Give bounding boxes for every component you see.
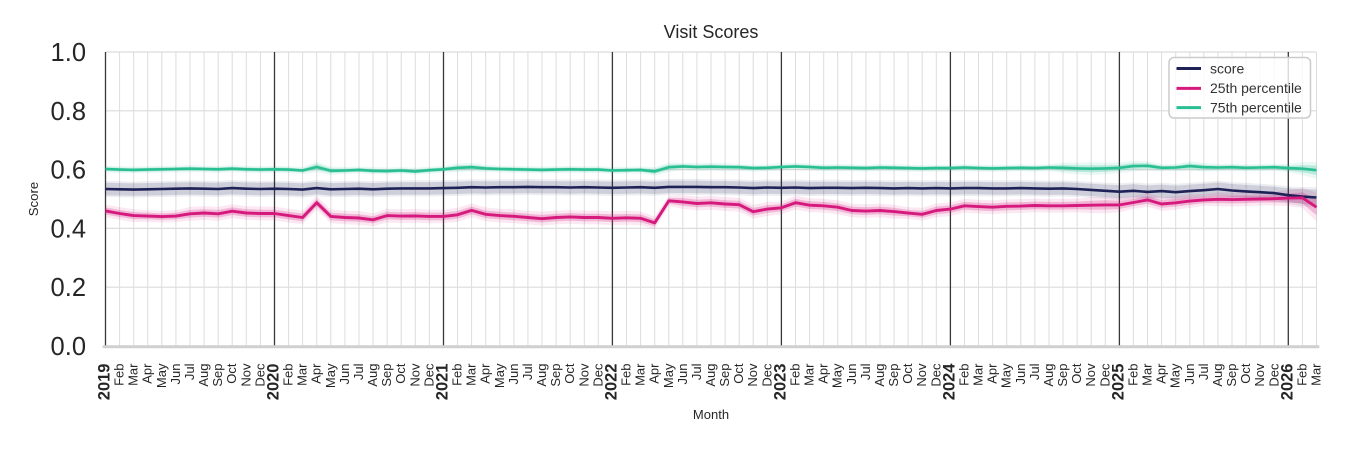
svg-text:Apr: Apr [1154,363,1169,384]
svg-text:2026: 2026 [1278,364,1296,401]
svg-text:Jun: Jun [1013,364,1028,385]
svg-text:Nov: Nov [238,363,253,387]
svg-text:Jul: Jul [689,363,704,380]
svg-text:Jun: Jun [168,364,183,385]
svg-text:Nov: Nov [576,363,591,387]
svg-text:Dec: Dec [1266,363,1281,387]
svg-text:Sep: Sep [1224,364,1239,387]
svg-text:Dec: Dec [252,363,267,387]
svg-text:Jul: Jul [182,363,197,380]
svg-text:Feb: Feb [1125,364,1140,386]
svg-text:Sep: Sep [548,364,563,387]
svg-text:Mar: Mar [1309,363,1324,386]
svg-text:Oct: Oct [1238,363,1253,384]
svg-text:Jul: Jul [520,363,535,380]
svg-text:May: May [999,363,1014,388]
svg-text:Month: Month [693,407,729,422]
svg-text:May: May [492,363,507,388]
svg-text:Oct: Oct [224,363,239,384]
svg-text:Aug: Aug [534,364,549,387]
svg-text:0.2: 0.2 [51,274,86,302]
svg-text:2025: 2025 [1109,364,1127,401]
svg-text:Jul: Jul [1027,363,1042,380]
svg-text:Nov: Nov [407,363,422,387]
svg-text:Mar: Mar [1140,363,1155,386]
svg-text:0.4: 0.4 [51,215,86,243]
svg-text:May: May [830,363,845,388]
svg-text:2024: 2024 [940,363,958,401]
svg-text:Feb: Feb [281,364,296,386]
svg-text:Sep: Sep [379,364,394,387]
svg-text:Apr: Apr [309,363,324,384]
svg-text:Apr: Apr [647,363,662,384]
svg-text:Sep: Sep [886,364,901,387]
svg-text:Jul: Jul [1196,363,1211,380]
svg-text:May: May [661,363,676,388]
svg-text:Mar: Mar [464,363,479,386]
svg-text:Oct: Oct [562,363,577,384]
svg-text:Nov: Nov [745,363,760,387]
svg-text:Score: Score [26,182,41,216]
svg-text:Sep: Sep [210,364,225,387]
svg-text:May: May [1168,363,1183,388]
svg-text:Aug: Aug [365,364,380,387]
svg-text:Apr: Apr [140,363,155,384]
svg-text:Feb: Feb [788,364,803,386]
svg-text:Apr: Apr [816,363,831,384]
svg-text:Aug: Aug [703,364,718,387]
svg-text:Feb: Feb [112,364,127,386]
svg-text:Mar: Mar [126,363,141,386]
svg-text:0.8: 0.8 [51,98,86,126]
svg-text:2021: 2021 [434,364,452,401]
svg-text:2019: 2019 [96,364,114,401]
svg-text:Apr: Apr [985,363,1000,384]
svg-text:Dec: Dec [1097,363,1112,387]
svg-text:Oct: Oct [1069,363,1084,384]
svg-text:Oct: Oct [393,363,408,384]
svg-text:2023: 2023 [771,364,789,401]
svg-text:2020: 2020 [265,364,283,401]
svg-text:Visit Scores: Visit Scores [664,22,759,42]
svg-text:Jun: Jun [337,364,352,385]
svg-text:Aug: Aug [1041,364,1056,387]
svg-text:Aug: Aug [1210,364,1225,387]
svg-text:Dec: Dec [421,363,436,387]
svg-text:May: May [154,363,169,388]
svg-text:May: May [323,363,338,388]
svg-text:0.0: 0.0 [51,333,86,361]
svg-text:Mar: Mar [633,363,648,386]
svg-text:Jul: Jul [858,363,873,380]
svg-text:Jun: Jun [844,364,859,385]
svg-text:Nov: Nov [1252,363,1267,387]
svg-text:Dec: Dec [928,363,943,387]
svg-text:Feb: Feb [619,364,634,386]
svg-text:Oct: Oct [731,363,746,384]
svg-text:Feb: Feb [1294,364,1309,386]
svg-text:Aug: Aug [872,364,887,387]
svg-text:Mar: Mar [295,363,310,386]
svg-text:25th percentile: 25th percentile [1210,80,1302,96]
svg-text:Mar: Mar [802,363,817,386]
svg-text:Feb: Feb [957,364,972,386]
svg-text:1.0: 1.0 [51,39,86,67]
svg-text:Mar: Mar [971,363,986,386]
svg-text:Dec: Dec [590,363,605,387]
svg-text:Jul: Jul [351,363,366,380]
svg-text:Sep: Sep [1055,364,1070,387]
svg-text:Oct: Oct [900,363,915,384]
svg-text:Nov: Nov [914,363,929,387]
svg-text:Jun: Jun [675,364,690,385]
svg-text:Jun: Jun [506,364,521,385]
svg-text:Aug: Aug [196,364,211,387]
svg-text:Nov: Nov [1083,363,1098,387]
svg-text:score: score [1210,60,1244,76]
svg-text:Feb: Feb [450,364,465,386]
svg-text:Apr: Apr [478,363,493,384]
svg-text:75th percentile: 75th percentile [1210,99,1302,115]
svg-text:Jun: Jun [1182,364,1197,385]
svg-text:0.6: 0.6 [51,157,86,185]
svg-text:Dec: Dec [759,363,774,387]
svg-text:2022: 2022 [602,364,620,401]
svg-text:Sep: Sep [717,364,732,387]
